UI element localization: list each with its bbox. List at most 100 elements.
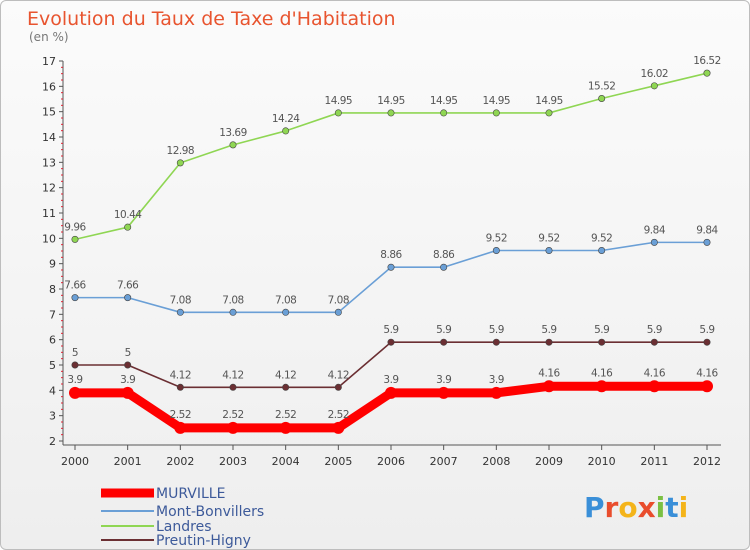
data-label: 16.52 bbox=[693, 55, 721, 67]
data-label: 2.52 bbox=[170, 409, 191, 421]
data-point bbox=[71, 361, 79, 369]
logo-letter: x bbox=[638, 491, 656, 524]
data-label: 9.84 bbox=[696, 224, 718, 236]
data-label: 14.95 bbox=[377, 95, 405, 107]
data-label: 9.52 bbox=[591, 232, 612, 244]
data-point bbox=[124, 361, 132, 369]
data-label: 4.12 bbox=[275, 369, 296, 381]
logo-letter: o bbox=[618, 491, 637, 524]
data-point bbox=[387, 109, 395, 117]
data-point bbox=[174, 421, 187, 434]
data-point bbox=[598, 94, 606, 102]
data-label: 14.95 bbox=[325, 95, 353, 107]
data-labels: 7.66 7.66 7.08 7.08 7.08 7.08 8.86 8.86 9.52 9.52… bbox=[64, 55, 721, 421]
data-label: 12.98 bbox=[167, 145, 195, 157]
data-point bbox=[387, 263, 395, 271]
data-label: 5.9 bbox=[594, 324, 609, 336]
x-tick-label: 2009 bbox=[535, 455, 563, 468]
data-point bbox=[176, 159, 184, 167]
data-label: 4.12 bbox=[170, 369, 191, 381]
series-layer bbox=[69, 69, 713, 434]
data-point bbox=[227, 421, 239, 434]
data-point bbox=[598, 246, 606, 254]
legend-label: MURVILLE bbox=[156, 486, 225, 502]
x-tick-label: 2012 bbox=[693, 455, 721, 468]
data-label: 7.08 bbox=[328, 294, 349, 306]
y-tick-label: 5 bbox=[49, 359, 56, 372]
data-point bbox=[229, 308, 237, 316]
y-tick-label: 2 bbox=[49, 435, 56, 448]
y-tick-label: 11 bbox=[42, 207, 56, 220]
y-tick-label: 8 bbox=[49, 283, 56, 296]
data-point bbox=[385, 386, 397, 399]
legend: MURVILLE Mont-BonvillersLandresPreutin-Hi… bbox=[101, 486, 264, 549]
data-point bbox=[440, 338, 448, 346]
logo-text: Proxiti bbox=[584, 491, 688, 524]
legend-label: Landres bbox=[156, 519, 212, 535]
y-tick-label: 13 bbox=[42, 156, 56, 169]
data-point bbox=[595, 380, 608, 393]
data-point bbox=[71, 294, 79, 302]
y-ticks: 2 3 4 5 6 7 8 9 10 11 12 13 14 15 16 17 bbox=[42, 55, 63, 448]
data-point bbox=[650, 338, 658, 346]
data-label: 16.02 bbox=[641, 68, 669, 80]
data-label: 5.9 bbox=[699, 324, 714, 336]
data-label: 5.9 bbox=[647, 324, 662, 336]
data-point bbox=[334, 308, 342, 316]
chart-unit: (en %) bbox=[29, 30, 69, 44]
data-point bbox=[229, 383, 237, 391]
data-label: 9.52 bbox=[486, 232, 507, 244]
x-tick-label: 2002 bbox=[166, 455, 194, 468]
y-tick-label: 10 bbox=[42, 232, 56, 245]
data-label: 8.86 bbox=[380, 249, 402, 261]
data-point bbox=[545, 246, 553, 254]
chart-title: Evolution du Taux de Taxe d'Habitation bbox=[27, 8, 396, 30]
data-point bbox=[648, 380, 661, 393]
data-point bbox=[701, 380, 713, 393]
x-tick-label: 2000 bbox=[61, 455, 89, 468]
data-label: 5 bbox=[72, 347, 78, 359]
data-point bbox=[124, 294, 132, 302]
data-label: 13.69 bbox=[219, 127, 247, 139]
x-tick-label: 2001 bbox=[114, 455, 142, 468]
x-tick-label: 2007 bbox=[430, 455, 458, 468]
data-point bbox=[121, 386, 134, 399]
data-label: 7.08 bbox=[275, 294, 296, 306]
data-label: 5.9 bbox=[383, 324, 398, 336]
data-label: 3.9 bbox=[489, 374, 504, 386]
y-tick-label: 17 bbox=[42, 55, 56, 68]
data-point bbox=[282, 308, 290, 316]
y-tick-label: 12 bbox=[42, 182, 56, 195]
x-ticks: 2000 2001 2002 2003 2004 2005 2006 2007 2008 2009… bbox=[61, 445, 721, 468]
data-label: 14.95 bbox=[535, 95, 563, 107]
y-tick-label: 6 bbox=[49, 334, 56, 347]
data-point bbox=[334, 383, 342, 391]
data-point bbox=[492, 246, 500, 254]
y-tick-label: 14 bbox=[42, 131, 56, 144]
data-label: 5.9 bbox=[436, 324, 451, 336]
data-label: 9.52 bbox=[538, 232, 559, 244]
data-point bbox=[545, 338, 553, 346]
data-label: 5 bbox=[125, 347, 131, 359]
x-tick-label: 2008 bbox=[482, 455, 510, 468]
x-tick-label: 2006 bbox=[377, 455, 405, 468]
x-tick-label: 2011 bbox=[640, 455, 668, 468]
data-point bbox=[124, 223, 132, 231]
data-label: 5.9 bbox=[489, 324, 504, 336]
data-point bbox=[490, 386, 503, 399]
data-label: 3.9 bbox=[383, 374, 398, 386]
data-label: 3.9 bbox=[67, 374, 82, 386]
proxiti-logo: Proxiti bbox=[584, 491, 688, 524]
data-point bbox=[387, 338, 395, 346]
data-label: 8.86 bbox=[433, 249, 455, 261]
logo-letter: t bbox=[665, 491, 678, 524]
data-label: 4.12 bbox=[328, 369, 349, 381]
data-point bbox=[176, 308, 184, 316]
data-label: 14.24 bbox=[272, 113, 300, 125]
y-tick-label: 9 bbox=[49, 258, 56, 271]
logo-letter: i bbox=[679, 491, 689, 524]
data-point bbox=[71, 235, 79, 243]
data-label: 5.9 bbox=[541, 324, 556, 336]
